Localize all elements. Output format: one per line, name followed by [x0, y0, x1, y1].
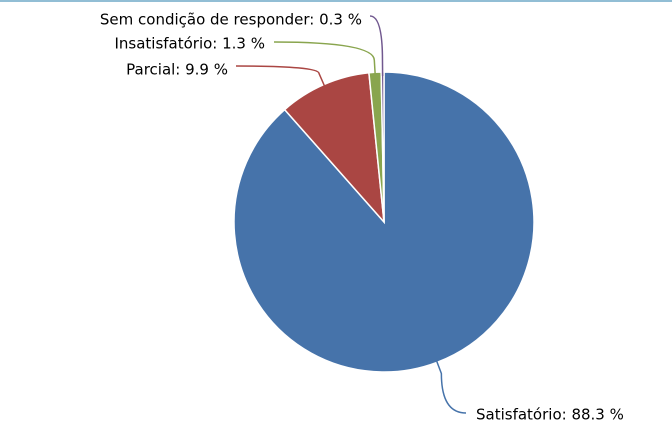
- data-label: Insatisfatório: 1.3 %: [114, 35, 265, 53]
- leader-line: [273, 41, 377, 77]
- data-label: Sem condição de responder: 0.3 %: [100, 11, 362, 29]
- leader-line: [369, 15, 384, 77]
- leader-line: [435, 358, 467, 414]
- data-label: Satisfatório: 88.3 %: [476, 406, 624, 424]
- leader-line: [235, 65, 327, 89]
- data-label: Parcial: 9.9 %: [126, 61, 228, 79]
